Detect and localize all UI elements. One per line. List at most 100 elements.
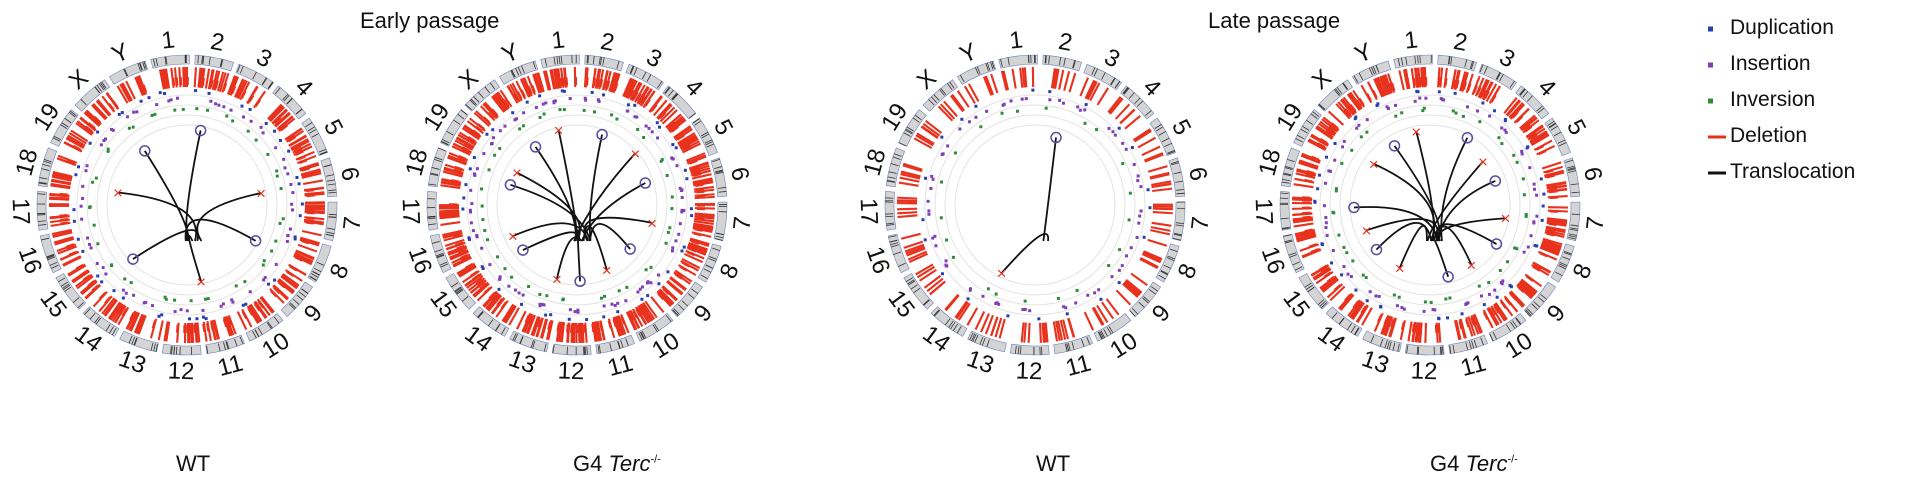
insertion-mark — [933, 234, 937, 238]
deletion-mark — [923, 274, 942, 289]
chromosome-ideogram-13 — [509, 330, 549, 353]
translocation-link — [1415, 131, 1435, 242]
insertion-mark — [626, 109, 630, 113]
deletion-mark — [458, 265, 477, 278]
inversion-mark — [986, 287, 990, 291]
deletion-mark — [1292, 198, 1313, 202]
inversion-mark — [1361, 273, 1365, 277]
chromosome-ideogram-7 — [713, 201, 728, 242]
deletion-mark — [625, 311, 637, 331]
translocation-link — [1398, 224, 1428, 269]
deletion-mark — [1089, 82, 1101, 102]
chromosome-ideogram-1 — [998, 54, 1038, 69]
inversion-mark — [278, 221, 282, 225]
insertion-mark — [671, 246, 675, 250]
inversion-mark — [1394, 114, 1398, 118]
deletion-mark — [204, 68, 211, 89]
deletion-mark — [906, 247, 926, 257]
insertion-mark — [217, 103, 221, 107]
duplication-mark — [295, 175, 299, 179]
chromosome-label-Y: Y — [956, 38, 982, 69]
deletion-mark — [273, 111, 291, 127]
inversion-mark — [666, 230, 670, 234]
insertion-mark — [179, 308, 183, 312]
deletion-mark — [1133, 128, 1151, 142]
deletion-mark — [639, 88, 653, 107]
insertion-mark — [958, 127, 962, 131]
chromosome-label-17: 17 — [7, 198, 35, 226]
insertion-mark — [84, 169, 88, 173]
deletion-mark — [57, 154, 78, 164]
deletion-mark — [439, 209, 460, 213]
insertion-mark — [927, 212, 931, 216]
deletion-mark — [1119, 108, 1136, 124]
duplication-mark — [297, 182, 301, 186]
insertion-mark — [1324, 221, 1328, 225]
insertion-mark — [249, 119, 253, 123]
chromosome-ideogram-7 — [1566, 201, 1581, 242]
inversion-mark — [979, 125, 983, 129]
deletion-mark — [1329, 285, 1346, 302]
chromosome-ideogram-4 — [1120, 85, 1155, 120]
insertion-mark — [613, 303, 617, 307]
insertion-mark — [929, 186, 933, 190]
translocation-link — [1375, 222, 1433, 251]
insertion-mark — [1374, 294, 1378, 298]
insertion-mark — [1139, 185, 1143, 189]
deletion-mark — [939, 103, 956, 120]
deletion-mark — [916, 265, 936, 279]
chromosome-label-18: 18 — [1254, 146, 1287, 179]
insertion-mark — [274, 146, 278, 150]
insertion-mark — [969, 287, 973, 291]
inversion-mark — [1334, 187, 1338, 191]
translocation-link — [117, 191, 198, 242]
deletion-mark — [926, 277, 944, 293]
duplication-mark — [1130, 146, 1134, 150]
deletion-mark — [491, 95, 506, 113]
insertion-mark — [1138, 214, 1142, 218]
circos-label-late-g4: G4 Terc-/- — [1430, 451, 1518, 476]
insertion-mark — [1504, 130, 1508, 134]
duplication-mark — [1313, 199, 1317, 203]
inversion-mark — [1448, 296, 1452, 300]
duplication-mark — [1354, 115, 1358, 119]
deletion-mark — [1052, 68, 1058, 89]
insertion-mark — [219, 304, 223, 308]
inversion-mark — [518, 127, 522, 131]
insertion-mark — [671, 157, 675, 161]
insertion-mark — [610, 302, 614, 306]
insertion-mark — [79, 204, 83, 208]
inversion-mark — [1515, 160, 1519, 164]
deletion-mark — [51, 175, 72, 182]
insertion-mark — [1431, 308, 1435, 312]
inversion-mark — [173, 298, 177, 302]
deletion-mark — [532, 73, 541, 94]
inversion-mark — [96, 242, 100, 246]
deletion-mark — [681, 257, 701, 269]
chromosome-ideogram-11 — [1448, 334, 1488, 355]
chromosome-label-9: 9 — [689, 300, 718, 328]
insertion-mark — [1325, 233, 1329, 237]
deletion-mark — [1532, 261, 1552, 274]
duplication-mark — [1117, 126, 1121, 130]
deletion-mark — [199, 67, 204, 88]
insertion-mark — [1327, 169, 1331, 173]
translocation-end-circle — [1489, 175, 1502, 187]
insertion-mark — [1125, 254, 1129, 258]
deletion-mark — [550, 69, 557, 90]
deletion-mark — [59, 250, 80, 261]
chromosome-label-8: 8 — [1173, 260, 1203, 283]
translocation-link — [1430, 236, 1450, 278]
inversion-mark — [610, 113, 614, 117]
deletion-mark — [897, 211, 918, 215]
duplication-mark — [602, 315, 606, 319]
deletion-mark — [666, 115, 684, 131]
insertion-mark — [573, 310, 577, 314]
duplication-mark — [666, 270, 670, 274]
duplication-mark — [674, 146, 678, 150]
inversion-mark — [538, 115, 542, 119]
duplication-mark — [646, 294, 650, 298]
insertion-mark — [1132, 162, 1136, 166]
insertion-mark — [88, 242, 92, 246]
